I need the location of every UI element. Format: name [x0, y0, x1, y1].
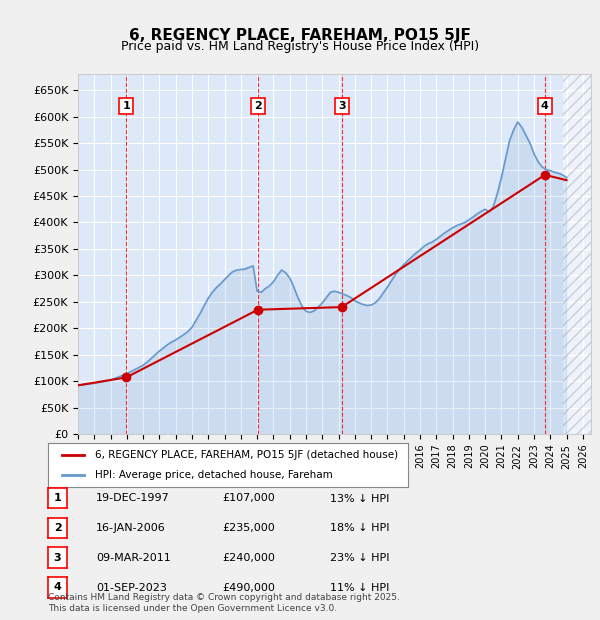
Text: 6, REGENCY PLACE, FAREHAM, PO15 5JF (detached house): 6, REGENCY PLACE, FAREHAM, PO15 5JF (det…: [95, 451, 398, 461]
Text: 2: 2: [54, 523, 61, 533]
Text: 4: 4: [541, 101, 549, 111]
Text: 11% ↓ HPI: 11% ↓ HPI: [330, 583, 389, 593]
Text: Price paid vs. HM Land Registry's House Price Index (HPI): Price paid vs. HM Land Registry's House …: [121, 40, 479, 53]
Text: 6, REGENCY PLACE, FAREHAM, PO15 5JF: 6, REGENCY PLACE, FAREHAM, PO15 5JF: [129, 28, 471, 43]
Text: 3: 3: [338, 101, 346, 111]
Text: 23% ↓ HPI: 23% ↓ HPI: [330, 553, 389, 563]
Text: 09-MAR-2011: 09-MAR-2011: [96, 553, 171, 563]
Text: 1: 1: [54, 493, 61, 503]
Text: HPI: Average price, detached house, Fareham: HPI: Average price, detached house, Fare…: [95, 469, 332, 479]
Text: 18% ↓ HPI: 18% ↓ HPI: [330, 523, 389, 533]
Text: 01-SEP-2023: 01-SEP-2023: [96, 583, 167, 593]
Text: Contains HM Land Registry data © Crown copyright and database right 2025.
This d: Contains HM Land Registry data © Crown c…: [48, 593, 400, 613]
Text: 2: 2: [254, 101, 262, 111]
Text: £490,000: £490,000: [222, 583, 275, 593]
Text: 3: 3: [54, 552, 61, 563]
Text: 16-JAN-2006: 16-JAN-2006: [96, 523, 166, 533]
Text: 19-DEC-1997: 19-DEC-1997: [96, 494, 170, 503]
Text: £235,000: £235,000: [222, 523, 275, 533]
Bar: [563, 74, 595, 434]
Text: £107,000: £107,000: [222, 494, 275, 503]
Text: 13% ↓ HPI: 13% ↓ HPI: [330, 494, 389, 503]
Text: £240,000: £240,000: [222, 553, 275, 563]
Text: 4: 4: [53, 582, 62, 593]
Text: 1: 1: [122, 101, 130, 111]
